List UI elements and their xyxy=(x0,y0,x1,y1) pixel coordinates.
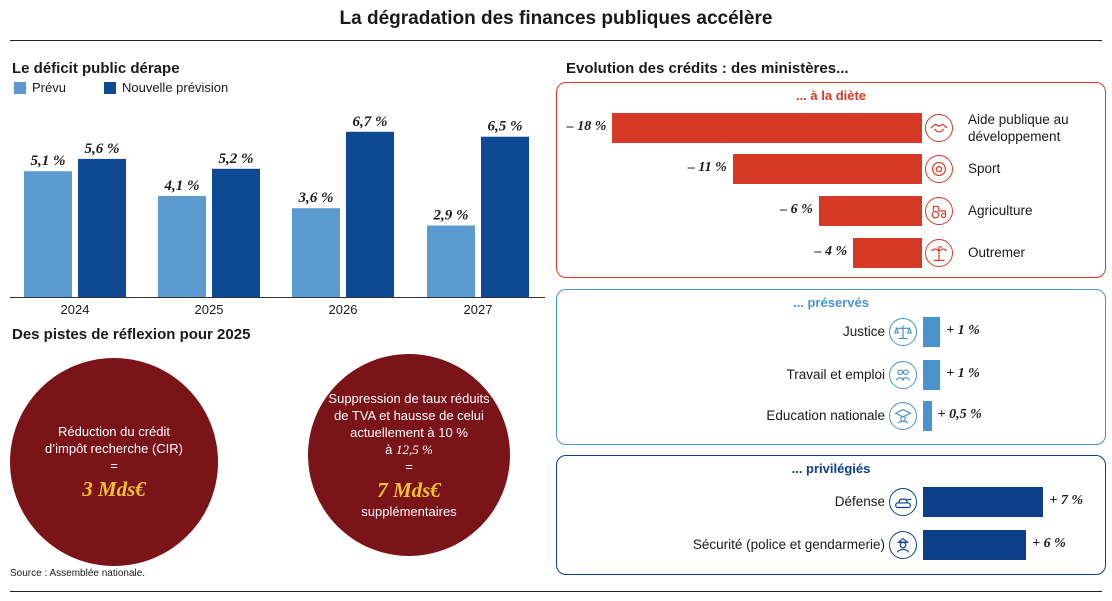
tva-equals: = xyxy=(405,459,413,474)
data-label-2027-nouvelle: 6,5 % xyxy=(488,119,523,135)
credit-value: – 11 % xyxy=(687,160,727,175)
credit-value: + 1 % xyxy=(946,323,980,338)
bar-2025-prevu xyxy=(158,195,206,297)
data-label-2027-prevu: 2,9 % xyxy=(433,207,469,223)
credit-label: Outremer xyxy=(968,245,1026,260)
tractor-icon xyxy=(925,197,953,225)
credit-label: Aide publique au développement xyxy=(968,112,1069,144)
legend-label-nouvelle: Nouvelle prévision xyxy=(121,80,229,95)
tva-circle: Suppression de taux réduits de TVA et ha… xyxy=(308,354,510,556)
palm-tree-icon xyxy=(925,239,953,267)
pistes-heading: Des pistes de réflexion pour 2025 xyxy=(12,326,251,343)
row-palm-tree: – 4 % Outremer xyxy=(557,238,1105,268)
bottom-divider xyxy=(10,591,1102,592)
credit-bar xyxy=(923,401,932,431)
tva-arrow: à xyxy=(385,442,393,457)
row-scales: + 1 % Justice xyxy=(557,317,1105,347)
legend-label-prevu: Prévu xyxy=(32,80,66,95)
cir-text: Réduction du crédit d’impôt recherche (C… xyxy=(45,423,183,456)
row-handshake: – 18 % Aide publique au développement xyxy=(557,112,1105,144)
scales-icon xyxy=(889,318,917,346)
row-police: + 6 % Sécurité (police et gendarmerie) xyxy=(557,530,1105,560)
credit-label: Agriculture xyxy=(968,203,1033,218)
row-people: + 1 % Travail et emploi xyxy=(557,360,1105,390)
bar-2026-nouvelle xyxy=(346,131,394,297)
ball-icon xyxy=(925,155,953,183)
x-tick-2024: 2024 xyxy=(61,302,90,317)
credit-label: Justice xyxy=(842,324,885,339)
credit-value: + 1 % xyxy=(946,366,980,381)
row-tractor: – 6 % Agriculture xyxy=(557,196,1105,226)
row-ball: – 11 % Sport xyxy=(557,154,1105,184)
data-label-2024-nouvelle: 5,6 % xyxy=(85,141,120,157)
row-graduate: + 0,5 % Education nationale xyxy=(557,401,1105,431)
bar-2024-nouvelle xyxy=(78,158,126,297)
deficit-bars-svg: 5,1 % 5,6 % 2024 4,1 % 5,2 % 2025 3,6 % 6,7 % 20… xyxy=(10,114,545,317)
bar-2026-prevu xyxy=(292,208,340,297)
tva-suffix: supplémentaires xyxy=(361,504,457,519)
credit-value: + 6 % xyxy=(1032,536,1066,551)
credit-bar xyxy=(818,196,922,226)
deficit-heading: Le déficit public dérape xyxy=(12,60,180,77)
legend-swatch-prevu xyxy=(14,81,26,94)
x-tick-2026: 2026 xyxy=(329,302,358,317)
credit-bar xyxy=(732,154,922,184)
bar-2027-prevu xyxy=(427,225,475,297)
bar-2027-nouvelle xyxy=(481,136,529,297)
cir-equals: = xyxy=(110,457,118,473)
graduate-icon xyxy=(889,402,917,430)
data-label-2024-prevu: 5,1 % xyxy=(31,153,66,169)
data-label-2026-nouvelle: 6,7 % xyxy=(353,114,388,130)
credit-label: Défense xyxy=(834,494,885,509)
credit-value: + 7 % xyxy=(1049,493,1084,508)
panel-title-preserves: ... préservés xyxy=(793,295,869,310)
tva-amount: 7 Mds€ xyxy=(377,478,441,502)
tva-text: Suppression de taux réduits de TVA et ha… xyxy=(328,391,490,440)
panel-title-privilegies: ... privilégiés xyxy=(791,461,871,476)
deficit-bar-chart: 5,1 % 5,6 % 2024 4,1 % 5,2 % 2025 3,6 % 6,7 % 20… xyxy=(0,95,545,320)
panel-privilegies: ... privilégiés + 7 % Défense + 6 % Sécurité… xyxy=(556,455,1106,575)
credit-bar xyxy=(612,113,922,143)
credit-value: – 6 % xyxy=(780,202,813,217)
data-label-2026-prevu: 3,6 % xyxy=(298,190,334,206)
cir-amount: 3 Mds€ xyxy=(82,476,146,501)
credit-value: – 4 % xyxy=(814,244,848,259)
data-label-2025-nouvelle: 5,2 % xyxy=(219,151,254,167)
title-divider xyxy=(10,40,1102,41)
panel-title-diete: ... à la diète xyxy=(795,88,867,103)
credit-value: + 0,5 % xyxy=(937,407,982,422)
bar-2025-nouvelle xyxy=(212,168,260,297)
row-tank: + 7 % Défense xyxy=(557,487,1105,517)
panel-preserves: ... préservés + 1 % Justice + 1 % Travail et… xyxy=(556,289,1106,445)
credit-label: Travail et emploi xyxy=(786,367,885,382)
credit-bar xyxy=(923,360,941,390)
credit-bar xyxy=(923,530,1027,560)
credit-bar xyxy=(923,317,941,347)
credit-bar xyxy=(853,238,922,268)
page-title: La dégradation des finances publiques ac… xyxy=(339,8,773,29)
cir-circle: Réduction du crédit d’impôt recherche (C… xyxy=(10,358,218,566)
handshake-icon xyxy=(925,114,953,142)
credits-heading: Evolution des crédits : des ministères..… xyxy=(566,60,849,77)
x-tick-2025: 2025 xyxy=(195,302,224,317)
bar-2024-prevu xyxy=(24,171,72,297)
legend-swatch-nouvelle xyxy=(103,81,116,94)
credit-value: – 18 % xyxy=(566,119,607,134)
police-icon xyxy=(889,531,917,559)
panel-diete: ... à la diète – 18 % Aide publique au dév… xyxy=(556,82,1106,278)
credit-label: Sport xyxy=(968,161,1001,176)
credit-label: Education nationale xyxy=(766,408,885,423)
tank-icon xyxy=(889,488,917,516)
chart-legend: Prévu Nouvelle prévision xyxy=(14,80,228,95)
credit-bar xyxy=(923,487,1044,517)
people-icon xyxy=(889,361,917,389)
credit-label: Sécurité (police et gendarmerie) xyxy=(692,537,885,552)
data-label-2025-prevu: 4,1 % xyxy=(164,178,200,194)
source-note: Source : Assemblée nationale. xyxy=(10,568,146,579)
x-tick-2027: 2027 xyxy=(464,302,493,317)
tva-rate: 12,5 % xyxy=(396,442,433,457)
